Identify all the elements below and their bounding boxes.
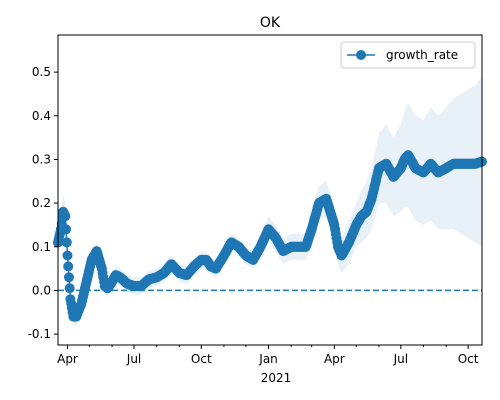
data-point: [64, 272, 74, 283]
chart-title: OK: [260, 15, 281, 31]
y-tick-label: 0.0: [32, 283, 51, 297]
x-axis: Apr Jul Oct Jan Apr Jul Oct: [57, 345, 479, 366]
legend-box: [340, 41, 476, 69]
data-point: [62, 250, 73, 261]
x-tick-label: Jan: [258, 352, 278, 366]
x-tick-label: Apr: [324, 352, 345, 366]
x-year-label: 2021: [261, 371, 292, 385]
y-tick-label: 0.1: [32, 240, 51, 254]
x-tick-label: Jul: [126, 352, 141, 366]
x-tick-label: Jul: [393, 352, 408, 366]
confidence-band: [58, 76, 482, 326]
data-point: [63, 261, 74, 272]
y-tick-label: 0.4: [32, 109, 51, 123]
y-tick-label: 0.5: [32, 65, 51, 79]
data-point: [61, 237, 72, 248]
x-tick-label: Oct: [191, 352, 212, 366]
legend-label: growth_rate: [386, 48, 458, 62]
plot-frame: [57, 34, 483, 346]
x-tick-label: Oct: [458, 352, 479, 366]
data-point: [61, 224, 71, 235]
y-tick-label: 0.2: [32, 196, 51, 210]
y-tick-label: -0.1: [28, 327, 51, 341]
legend[interactable]: growth_rate: [340, 41, 476, 69]
y-axis: -0.1 0.0 0.1 0.2 0.3 0.4 0.5: [28, 65, 58, 341]
data-point: [64, 283, 75, 294]
x-tick-label: Apr: [57, 352, 78, 366]
y-tick-label: 0.3: [32, 152, 51, 166]
legend-marker-swatch: [356, 50, 366, 60]
plot-area: [53, 76, 487, 326]
data-point: [60, 211, 71, 222]
